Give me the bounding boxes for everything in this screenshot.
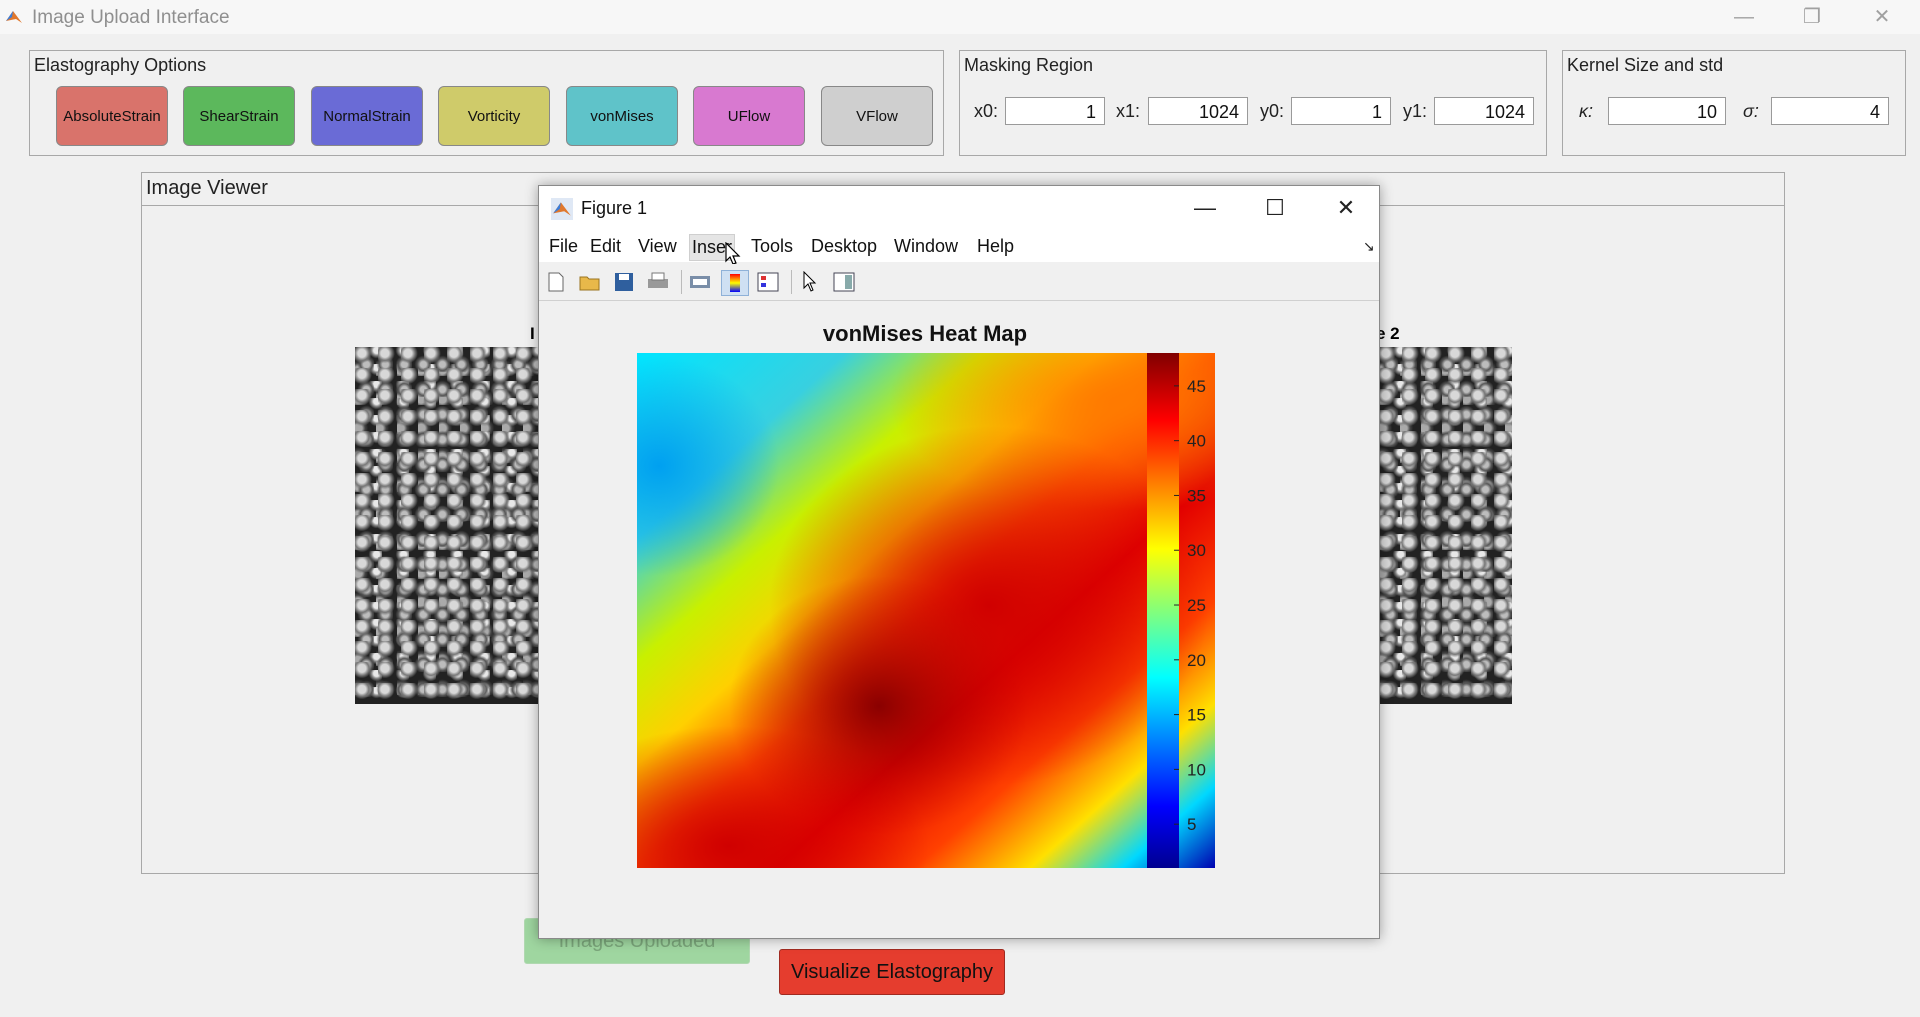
colorbar-tick-label: 15 [1187,706,1206,725]
plot-title: vonMises Heat Map [822,321,1028,346]
x1-input[interactable]: 1024 [1148,97,1248,125]
image2 [1379,347,1512,704]
colorbar-tick-label: 5 [1187,815,1196,834]
x0-input[interactable]: 1 [1005,97,1105,125]
panel-title: Masking Region [964,55,1094,75]
y0-label: y0: [1260,101,1285,121]
panel-title: Elastography Options [34,55,207,75]
menu-tools[interactable]: Tools [751,236,794,256]
shear-strain-button[interactable]: ShearStrain [183,86,295,146]
kappa-label: κ: [1579,101,1594,121]
uflow-button[interactable]: UFlow [693,86,805,146]
sigma-label: σ: [1743,101,1759,121]
colorbar-tick-label: 10 [1187,760,1206,779]
figure-toolbar [539,264,1379,301]
colorbar-tick-label: 35 [1187,486,1206,505]
colorbar-tick-label: 45 [1187,377,1206,396]
x0-label: x0: [974,101,999,121]
save-icon[interactable] [611,270,637,294]
y0-input[interactable]: 1 [1291,97,1391,125]
menu-view[interactable]: View [638,236,677,256]
kappa-input[interactable]: 10 [1608,97,1726,125]
menu-edit[interactable]: Edit [590,236,622,256]
masking-region-panel: Masking Region x0: 1 x1: 1024 y0: 1 y1: … [959,50,1547,156]
vflow-button[interactable]: VFlow [821,86,933,146]
absolute-strain-button[interactable]: AbsoluteStrain [56,86,168,146]
figure-window: Figure 1 — ☐ ✕ File Edit View Inser Tool… [538,185,1380,939]
close-button[interactable]: ✕ [1873,6,1891,28]
figure-close-button[interactable]: ✕ [1336,195,1356,220]
menu-help[interactable]: Help [977,236,1015,256]
matlab-logo-icon [4,7,24,27]
y1-input[interactable]: 1024 [1434,97,1534,125]
figure-minimize-button[interactable]: — [1194,195,1216,220]
new-figure-icon[interactable] [543,270,569,294]
colorbar-tick-label: 20 [1187,651,1206,670]
heatmap-image [637,353,1215,868]
x1-label: x1: [1116,101,1141,121]
mouse-cursor-icon [725,241,741,271]
kernel-size-panel: Kernel Size and std κ: 10 σ: 4 [1562,50,1906,156]
figure-maximize-button[interactable]: ☐ [1265,195,1285,220]
visualize-elastography-button[interactable]: Visualize Elastography [779,949,1005,995]
restore-button[interactable]: ❐ [1803,6,1821,28]
pointer-icon[interactable] [797,270,823,294]
toolbar-separator [791,270,792,294]
figure-title: Figure 1 [581,198,648,218]
elastography-options-panel: Elastography Options AbsoluteStrain Shea… [29,50,944,156]
vonmises-button[interactable]: vonMises [566,86,678,146]
colorbar-tick-label: 40 [1187,432,1206,451]
property-editor-icon[interactable] [831,270,857,294]
menu-desktop[interactable]: Desktop [811,236,878,256]
dock-arrow-icon[interactable]: ↘ [1363,238,1375,254]
panel-title: Image Viewer [146,177,268,199]
print-preview-icon[interactable] [687,270,713,294]
panel-title: Kernel Size and std [1567,55,1724,75]
heatmap-chart: 5 10 15 20 25 30 35 40 45 [637,353,1215,868]
image1-title: I [530,324,535,343]
image1 [355,347,545,704]
app-title-bar: Image Upload Interface — ❐ ✕ [0,0,1920,34]
legend-icon[interactable] [755,270,781,294]
y1-label: y1: [1403,101,1428,121]
figure-menu-bar: File Edit View Inser Tools Desktop Windo… [539,230,1379,265]
colorbar-icon[interactable] [721,270,749,296]
figure-title-bar: Figure 1 — ☐ ✕ [539,186,1379,230]
colorbar-ticks: 5 10 15 20 25 30 35 40 45 [1174,377,1206,834]
menu-window[interactable]: Window [894,236,959,256]
colorbar-tick-label: 30 [1187,541,1206,560]
toolbar-separator [681,270,682,294]
colorbar-tick-label: 25 [1187,596,1206,615]
app-title: Image Upload Interface [32,7,230,28]
matlab-logo-icon [551,198,573,220]
print-icon[interactable] [645,270,671,294]
normal-strain-button[interactable]: NormalStrain [311,86,423,146]
minimize-button[interactable]: — [1734,6,1754,28]
open-file-icon[interactable] [577,270,603,294]
colorbar[interactable] [1147,353,1179,868]
sigma-input[interactable]: 4 [1771,97,1889,125]
vorticity-button[interactable]: Vorticity [438,86,550,146]
image2-title: e 2 [1376,324,1400,343]
menu-file[interactable]: File [549,236,579,256]
